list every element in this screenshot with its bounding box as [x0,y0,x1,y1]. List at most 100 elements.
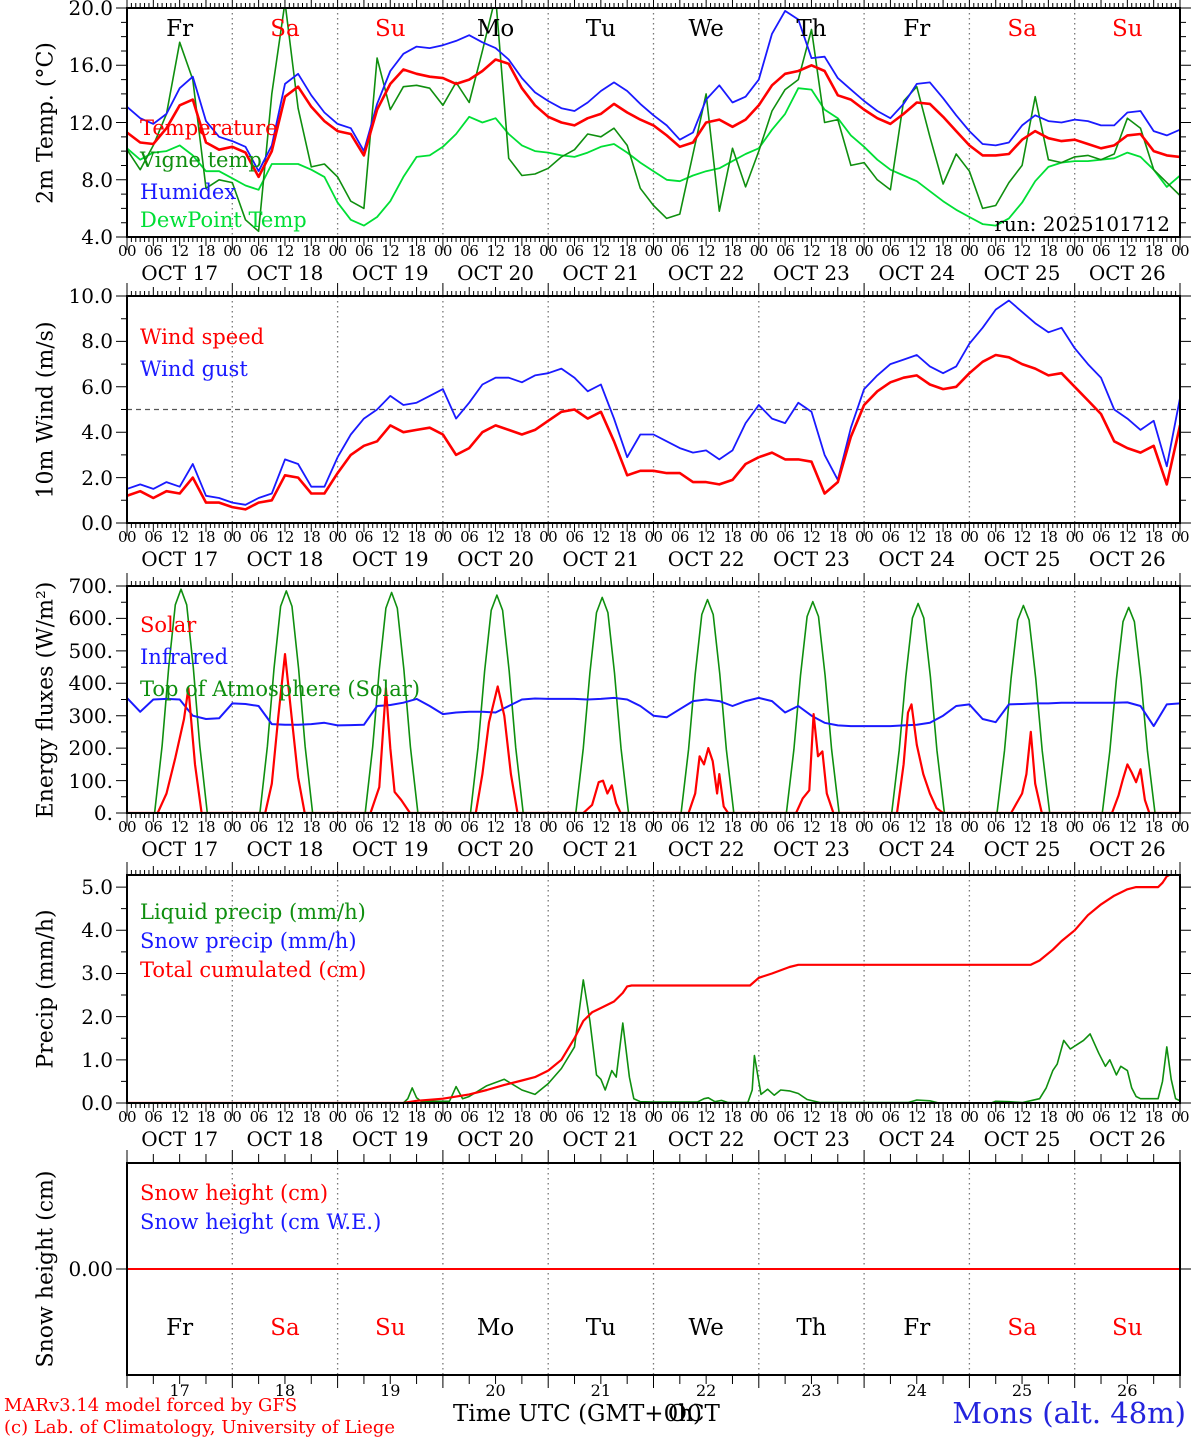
oct-date-label: OCT 19 [351,261,429,285]
hour-tick-label: 00 [1170,528,1190,546]
oct-date-label: OCT 20 [457,547,534,571]
hour-tick-label: 18 [196,242,216,260]
hour-tick-label: 06 [776,242,795,260]
hour-tick-label: 06 [1091,1108,1111,1126]
hour-tick-label: 18 [302,1108,321,1126]
precip-y-tick-label: 0.0 [81,1091,113,1115]
temperature-y-tick-label: 16.0 [68,53,113,78]
day-number-label: 18 [274,1381,296,1400]
hour-tick-label: 18 [723,818,742,836]
hour-tick-label: 00 [328,818,348,836]
oct-date-label: OCT 23 [773,837,850,861]
hour-tick-label: 06 [144,818,163,836]
hour-tick-label: 00 [433,242,453,260]
day-name-label: Su [374,1315,406,1341]
hour-tick-label: 00 [1065,242,1085,260]
energy_fluxes-y-tick-label: 600. [68,606,113,631]
x-axis-title: Time UTC (GMT+0h) [453,1401,702,1427]
energy_fluxes-y-tick-label: 200. [68,736,113,761]
day-number-label: 25 [1011,1381,1033,1400]
hour-tick-label: 00 [223,1108,242,1126]
hour-tick-label: 18 [196,1108,216,1126]
temperature-legend-item: DewPoint Temp [140,208,307,232]
hour-tick-label: 12 [486,242,506,260]
hour-tick-label: 12 [170,528,190,546]
hour-tick-label: 12 [1118,818,1137,836]
temperature-legend-item: Vigne temp [140,148,262,172]
day-name-label: Fr [166,16,194,42]
hour-tick-label: 00 [433,818,453,836]
hour-tick-label: 00 [855,242,874,260]
temperature-y-tick-label: 12.0 [68,110,113,135]
hour-tick-label: 06 [460,818,479,836]
oct-date-label: OCT 17 [141,261,219,285]
hour-tick-label: 06 [144,1108,163,1126]
hour-tick-label: 00 [749,1108,769,1126]
hour-tick-label: 18 [618,242,637,260]
oct-date-label: OCT 21 [562,261,640,285]
hour-tick-label: 18 [934,242,953,260]
hour-tick-label: 00 [433,1108,453,1126]
hour-tick-label: 06 [881,1108,900,1126]
wind-y-tick-label: 4.0 [81,420,113,445]
oct-date-label: OCT 17 [141,1127,219,1151]
hour-tick-label: 00 [1065,1108,1085,1126]
hour-tick-label: 12 [1118,1108,1137,1126]
temperature-series-dewpoint-temp [127,87,1180,227]
hour-tick-label: 00 [539,818,558,836]
oct-date-label: OCT 23 [773,261,850,285]
hour-tick-label: 06 [565,1108,584,1126]
hour-tick-label: 18 [302,818,321,836]
hour-tick-label: 06 [249,1108,269,1126]
oct-date-label: OCT 26 [1088,547,1166,571]
hour-tick-label: 06 [354,528,374,546]
hour-tick-label: 12 [170,242,190,260]
hour-tick-label: 00 [960,818,979,836]
hour-tick-label: 18 [828,528,848,546]
day-number-label: 24 [906,1381,927,1400]
hour-tick-label: 12 [591,242,611,260]
energy_fluxes-legend-item: Infrared [140,645,229,669]
hour-tick-label: 06 [670,528,690,546]
precip-y-tick-label: 3.0 [81,961,113,986]
wind-legend-item: Wind speed [140,325,265,349]
day-number-label: 22 [695,1381,717,1400]
oct-date-label: OCT 21 [562,837,640,861]
oct-date-label: OCT 17 [141,837,219,861]
oct-date-label: OCT 23 [773,547,850,571]
hour-tick-label: 12 [1013,1108,1032,1126]
hour-tick-label: 06 [881,818,900,836]
oct-date-label: OCT 22 [667,837,745,861]
snow_height-y-tick-label: 0.00 [68,1257,113,1281]
day-name-label: Fr [903,1315,931,1341]
wind-y-tick-label: 6.0 [81,374,113,399]
hour-tick-label: 18 [407,1108,427,1126]
hour-tick-label: 00 [117,242,137,260]
oct-date-label: OCT 20 [457,1127,534,1151]
oct-date-label: OCT 20 [457,837,534,861]
hour-tick-label: 06 [881,528,900,546]
day-name-label: Tu [585,16,616,42]
day-name-label: Su [1112,16,1143,42]
hour-tick-label: 00 [1065,818,1085,836]
hour-tick-label: 18 [934,528,953,546]
oct-date-label: OCT 18 [246,1127,324,1151]
hour-tick-label: 00 [644,242,663,260]
hour-tick-label: 18 [407,528,427,546]
hour-tick-label: 00 [960,528,979,546]
hour-tick-label: 12 [802,528,821,546]
oct-date-label: OCT 17 [141,547,219,571]
hour-tick-label: 06 [460,1108,479,1126]
hour-tick-label: 00 [644,1108,663,1126]
oct-date-label: OCT 22 [667,1127,745,1151]
hour-tick-label: 06 [144,242,163,260]
day-number-label: 26 [1117,1381,1138,1400]
hour-tick-label: 12 [697,242,716,260]
temperature-axis-title: 2m Temp. (°C) [33,41,59,204]
oct-date-label: OCT 24 [878,547,956,571]
day-name-label: Fr [903,16,931,42]
day-number-label: 21 [590,1381,612,1400]
day-name-label: We [688,1315,724,1341]
hour-tick-label: 18 [1039,818,1058,836]
